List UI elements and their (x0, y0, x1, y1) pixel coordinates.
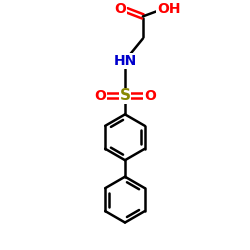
Text: OH: OH (157, 2, 181, 16)
Text: O: O (94, 89, 106, 103)
Text: O: O (114, 2, 126, 16)
Text: S: S (120, 88, 130, 104)
Text: HN: HN (114, 54, 136, 68)
Text: O: O (144, 89, 156, 103)
